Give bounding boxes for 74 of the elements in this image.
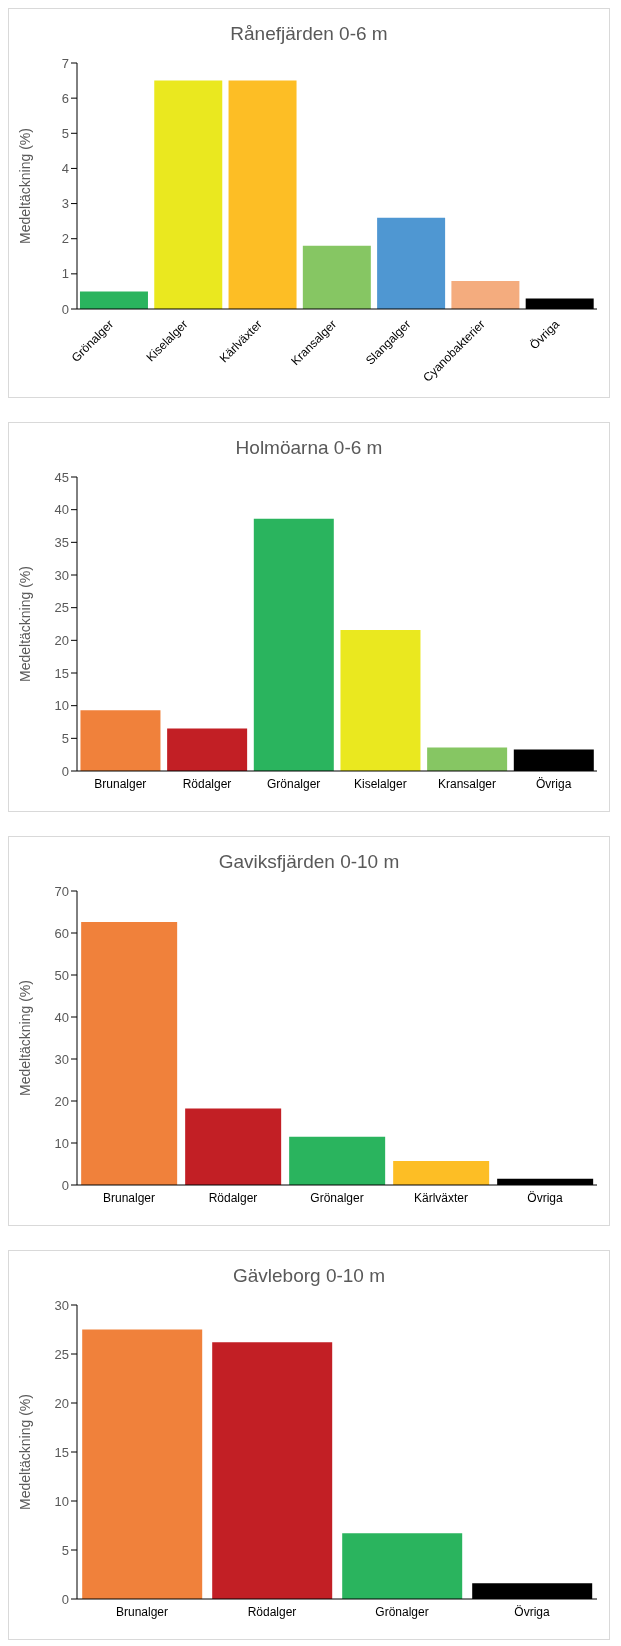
- bar: [82, 1329, 203, 1599]
- y-tick-label: 2: [61, 231, 69, 247]
- chart-title: Holmöarna 0-6 m: [234, 436, 384, 460]
- y-tick-label: 5: [61, 730, 69, 746]
- bar: [289, 1136, 386, 1185]
- y-tick-label: 35: [54, 534, 69, 550]
- x-tick-label: Grönalger: [375, 1604, 429, 1619]
- y-tick-label: 20: [54, 1093, 69, 1109]
- y-tick-label: 10: [54, 698, 69, 714]
- bar: [79, 291, 148, 309]
- bar: [340, 629, 421, 771]
- bar: [451, 280, 520, 309]
- y-tick-label: 15: [54, 665, 69, 681]
- x-tick-label: Grönalger: [266, 776, 321, 791]
- bar: [302, 245, 371, 309]
- x-tick-label: Brunalger: [115, 1604, 169, 1619]
- y-tick-label: 20: [54, 632, 69, 648]
- bar: [393, 1161, 490, 1185]
- bar: [342, 1533, 463, 1599]
- bar: [81, 922, 178, 1185]
- chart-title: Gaviksfjärden 0-10 m: [217, 850, 401, 874]
- x-tick-label: Kärlväxter: [413, 1190, 469, 1205]
- bar: [212, 1342, 333, 1599]
- y-tick-label: 10: [54, 1135, 69, 1151]
- x-tick-label: Övriga: [514, 1604, 550, 1619]
- bar: [377, 217, 446, 309]
- chart-title: Gävleborg 0-10 m: [231, 1264, 387, 1288]
- x-tick-label: Övriga: [527, 1190, 563, 1205]
- y-tick-label: 0: [61, 1591, 69, 1607]
- y-tick-label: 70: [54, 883, 69, 899]
- x-tick-label: Grönalger: [310, 1190, 364, 1205]
- chart-title: Rånefjärden 0-6 m: [229, 22, 389, 46]
- y-tick-label: 45: [54, 469, 69, 485]
- y-tick-label: 3: [61, 196, 69, 212]
- bar: [228, 80, 297, 309]
- y-tick-label: 0: [61, 301, 69, 317]
- y-axis-title: Medeltäckning (%): [16, 980, 33, 1096]
- y-tick-label: 60: [54, 925, 69, 941]
- x-tick-label: Rödalger: [247, 1604, 297, 1619]
- bar: [185, 1108, 282, 1185]
- y-tick-label: 6: [61, 90, 69, 106]
- y-tick-label: 7: [61, 55, 69, 71]
- y-axis-title: Medeltäckning (%): [16, 1394, 33, 1510]
- y-tick-label: 20: [54, 1395, 69, 1411]
- bar: [80, 710, 161, 771]
- y-tick-label: 5: [61, 125, 69, 141]
- y-tick-label: 5: [61, 1542, 69, 1558]
- y-tick-label: 25: [54, 600, 69, 616]
- bar: [167, 728, 248, 771]
- y-tick-label: 30: [54, 567, 69, 583]
- y-tick-label: 40: [54, 1009, 69, 1025]
- y-tick-label: 40: [54, 502, 69, 518]
- bar: [154, 80, 223, 309]
- y-tick-label: 30: [54, 1297, 69, 1313]
- x-tick-label: Brunalger: [94, 776, 147, 791]
- y-tick-label: 30: [54, 1051, 69, 1067]
- x-tick-label: Övriga: [535, 776, 572, 791]
- y-tick-label: 10: [54, 1493, 69, 1509]
- y-tick-label: 0: [61, 1177, 69, 1193]
- y-axis-title: Medeltäckning (%): [16, 566, 33, 682]
- bar: [427, 747, 508, 771]
- x-tick-label: Rödalger: [182, 776, 232, 791]
- y-tick-label: 15: [54, 1444, 69, 1460]
- y-tick-label: 4: [61, 161, 69, 177]
- x-tick-label: Kiselalger: [353, 776, 407, 791]
- y-tick-label: 50: [54, 967, 69, 983]
- x-tick-label: Kransalger: [437, 776, 497, 791]
- x-tick-label: Brunalger: [102, 1190, 156, 1205]
- x-tick-label: Rödalger: [208, 1190, 258, 1205]
- y-tick-label: 25: [54, 1346, 69, 1362]
- y-axis-title: Medeltäckning (%): [16, 128, 33, 244]
- bar: [253, 518, 334, 771]
- y-tick-label: 0: [61, 763, 69, 779]
- y-tick-label: 1: [61, 266, 69, 282]
